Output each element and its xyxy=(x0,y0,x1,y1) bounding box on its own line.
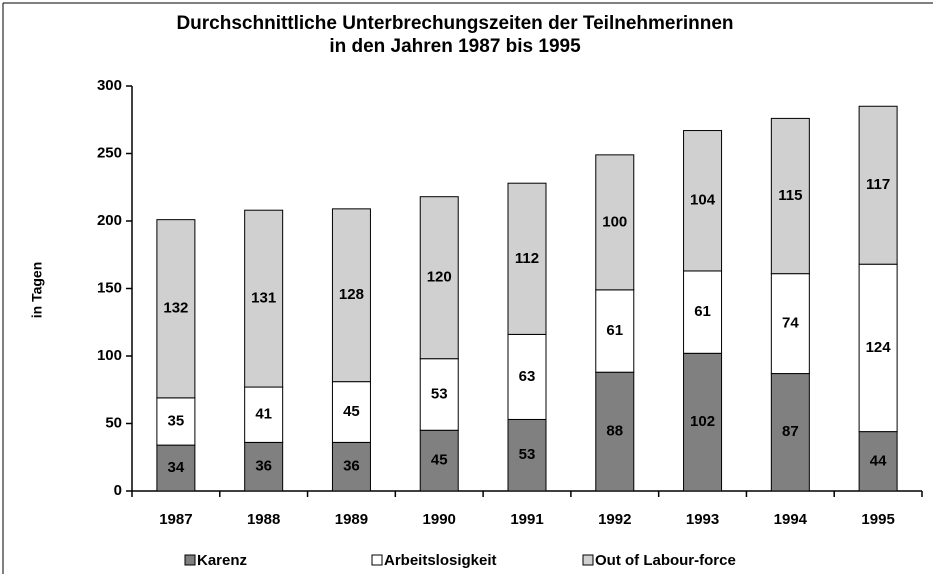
chart-title: Durchschnittliche Unterbrechungszeiten d… xyxy=(176,13,733,34)
data-label: 36 xyxy=(255,458,272,475)
data-label: 100 xyxy=(602,213,627,230)
bar-segment xyxy=(770,373,810,492)
bar-segment xyxy=(331,441,371,492)
data-label: 128 xyxy=(339,286,364,303)
bar-segment xyxy=(595,289,635,373)
data-label: 36 xyxy=(343,458,360,475)
data-label: 61 xyxy=(694,303,711,320)
bar-segment xyxy=(770,273,810,375)
data-label: 115 xyxy=(778,187,802,204)
data-label: 44 xyxy=(870,452,887,469)
x-tick-label: 1991 xyxy=(510,511,543,528)
data-label: 63 xyxy=(519,368,536,385)
data-label: 120 xyxy=(427,269,452,286)
y-tick-label: 300 xyxy=(97,77,122,94)
data-label: 124 xyxy=(866,339,892,356)
data-label: 87 xyxy=(782,423,799,440)
bar-segment xyxy=(419,429,459,492)
legend-swatch xyxy=(184,554,196,566)
data-label: 61 xyxy=(606,322,623,339)
data-label: 41 xyxy=(255,406,272,423)
x-tick-label: 1995 xyxy=(861,511,894,528)
data-label: 35 xyxy=(168,412,185,429)
bar-segment xyxy=(507,182,547,335)
data-label: 45 xyxy=(431,452,448,469)
bar-segment xyxy=(683,270,723,354)
data-label: 74 xyxy=(782,315,799,332)
x-tick-label: 1987 xyxy=(159,511,192,528)
bar-segment xyxy=(595,154,635,291)
bar-segment xyxy=(507,333,547,420)
x-tick-label: 1992 xyxy=(598,511,631,528)
bar-segment xyxy=(244,209,284,388)
data-label: 34 xyxy=(168,459,185,476)
bar-segment xyxy=(156,219,196,399)
bar-segment xyxy=(595,371,635,492)
data-label: 104 xyxy=(690,192,716,209)
chart-title: in den Jahren 1987 bis 1995 xyxy=(329,36,581,57)
data-label: 131 xyxy=(251,290,276,307)
bar-segment xyxy=(331,208,371,383)
x-tick-label: 1989 xyxy=(335,511,368,528)
data-label: 53 xyxy=(519,446,536,463)
data-label: 88 xyxy=(606,423,623,440)
legend-label: Arbeitslosigkeit xyxy=(384,552,497,569)
bar-segment xyxy=(858,431,898,492)
bar-segment xyxy=(244,386,284,443)
legend-label: Out of Labour-force xyxy=(595,552,736,569)
y-tick-label: 200 xyxy=(97,212,122,229)
x-tick-label: 1988 xyxy=(247,511,280,528)
bar-segment xyxy=(331,381,371,443)
data-label: 45 xyxy=(343,403,360,420)
x-tick-label: 1993 xyxy=(686,511,719,528)
y-axis-label: in Tagen xyxy=(29,262,45,319)
legend-label: Karenz xyxy=(197,552,247,569)
data-label: 102 xyxy=(690,413,715,430)
y-tick-label: 0 xyxy=(114,482,122,499)
bar-segment xyxy=(156,397,196,446)
y-tick-label: 150 xyxy=(97,279,122,296)
y-tick-label: 50 xyxy=(105,414,122,431)
bar-segment xyxy=(770,117,810,275)
x-tick-label: 1994 xyxy=(774,511,808,528)
x-tick-label: 1990 xyxy=(423,511,456,528)
bar-segment xyxy=(683,130,723,272)
data-label: 117 xyxy=(866,176,890,193)
data-label: 53 xyxy=(431,385,448,402)
legend-swatch xyxy=(371,554,383,566)
bar-segment xyxy=(858,105,898,265)
data-label: 132 xyxy=(163,300,188,317)
bar-segment xyxy=(858,263,898,433)
data-label: 112 xyxy=(515,250,539,267)
legend-swatch xyxy=(582,554,594,566)
y-tick-label: 100 xyxy=(97,347,122,364)
bar-segment xyxy=(419,196,459,360)
y-tick-label: 250 xyxy=(97,144,122,161)
